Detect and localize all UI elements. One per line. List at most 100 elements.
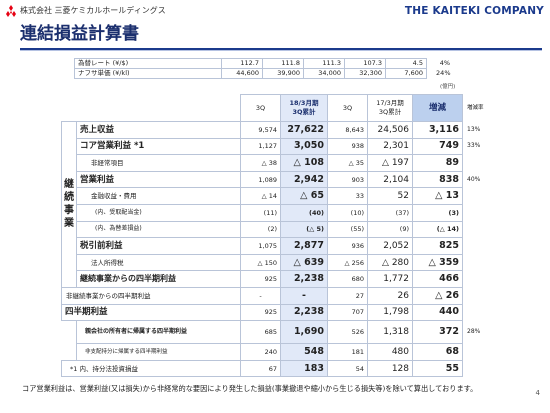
header-row: 3Q 18/3月期 3Q累計 3Q 17/3月期 3Q累計 増減 増減率	[62, 94, 495, 122]
col-header-q: 3Q	[240, 94, 281, 122]
col-header-diff: 増減	[412, 94, 463, 122]
rate-value: 107.3	[344, 58, 386, 69]
rate-value: 34,000	[303, 68, 345, 79]
table-row: 金融収益・費用 △ 14 △ 65 33 52 △ 13	[62, 187, 495, 205]
table-row: *1 内、持分法投資損益 67 183 54 128 55	[61, 359, 495, 378]
cell-cum: △ 108	[280, 154, 328, 172]
row-label: 非継続事業からの四半期利益	[61, 286, 241, 305]
row-label: コア営業利益 *1	[76, 137, 241, 156]
cell-prev-q: 526	[327, 320, 368, 345]
cell-prev-q: (10)	[327, 203, 368, 222]
cell-rate	[463, 344, 495, 361]
cell-diff: 89	[412, 154, 463, 172]
cell-prev-cum: 52	[367, 187, 413, 205]
table-row: コア営業利益 *1 1,127 3,050 938 2,301 749 33%	[62, 137, 495, 156]
cell-prev-q: △ 256	[327, 253, 368, 272]
cell-rate	[463, 254, 495, 271]
cell-q: 1,089	[240, 170, 281, 189]
cell-diff: △ 359	[412, 253, 463, 272]
cell-rate	[463, 271, 495, 288]
page-title: 連結損益計算書	[20, 24, 139, 44]
cell-cum: 3,050	[280, 137, 328, 156]
cell-prev-q: 936	[327, 237, 368, 255]
cell-prev-cum: 1,798	[367, 303, 413, 322]
cell-prev-q: (55)	[327, 220, 368, 239]
table-row: (内、為替差損益) (2) (△ 5) (55) (9) (△ 14)	[62, 220, 495, 239]
row-label: 営業利益	[76, 170, 241, 189]
cell-rate	[463, 188, 495, 205]
company-name: 株式会社 三菱ケミカルホールディングス	[20, 6, 166, 15]
cell-cum: 2,877	[280, 237, 328, 255]
cell-diff: 749	[412, 137, 463, 156]
cell-prev-cum: 26	[367, 286, 413, 305]
cell-rate	[463, 238, 495, 255]
cell-prev-q: 27	[327, 286, 368, 305]
cell-q: (11)	[240, 203, 281, 222]
cell-prev-cum: (9)	[367, 220, 413, 239]
cell-rate	[463, 360, 495, 377]
unit-label: (億円)	[440, 84, 456, 90]
table-row: 税引前利益 1,075 2,877 936 2,052 825	[62, 237, 495, 255]
cell-prev-cum: 2,052	[367, 237, 413, 255]
cell-q: △ 38	[240, 154, 281, 172]
row-label: 税引前利益	[76, 237, 241, 255]
cell-prev-cum: △ 280	[367, 253, 413, 272]
table-row: 営業利益 1,089 2,942 903 2,104 838 40%	[62, 170, 495, 189]
cell-q: 67	[240, 359, 281, 378]
cell-prev-cum: △ 197	[367, 154, 413, 172]
table-row: (内、受取配当金) (11) (40) (10) (37) (3)	[62, 203, 495, 222]
cell-rate: 33%	[467, 142, 481, 150]
row-label: 四半期利益	[61, 303, 241, 322]
cell-cum: △ 639	[280, 253, 328, 272]
cell-prev-cum: 128	[367, 359, 413, 378]
cell-cum: -	[280, 286, 328, 305]
footnote: コア営業利益は、営業利益(又は損失)から非経常的な要因により発生した損益(事業撤…	[22, 384, 478, 393]
cell-prev-cum: 1,318	[367, 320, 413, 345]
cell-cum: 2,238	[280, 303, 328, 322]
rate-value: 111.3	[303, 58, 345, 69]
title-divider	[20, 48, 542, 50]
rate-row-fx: 為替レート (¥/$) 112.7 111.8 111.3 107.3 4.5 …	[74, 58, 454, 69]
cell-q: 925	[240, 270, 281, 288]
cell-diff: 68	[412, 343, 463, 361]
cell-q: 1,127	[240, 137, 281, 156]
cell-diff: 838	[412, 170, 463, 189]
cell-prev-cum: (37)	[367, 203, 413, 222]
rate-value: 111.8	[262, 58, 304, 69]
table-row: 親会社の所有者に帰属する四半期利益 685 1,690 526 1,318 37…	[62, 320, 495, 345]
rate-label: 為替レート (¥/$)	[74, 58, 222, 69]
cell-cum: 27,622	[280, 121, 328, 139]
row-label: 非経常項目	[76, 154, 241, 172]
cell-q: 9,574	[240, 121, 281, 139]
rate-pct: 4%	[439, 59, 450, 67]
row-label: 非支配持分に帰属する四半期利益	[76, 343, 241, 361]
three-diamonds-icon	[4, 5, 18, 17]
cell-rate: 40%	[467, 175, 481, 183]
cell-diff: 825	[412, 237, 463, 255]
rate-pct: 24%	[436, 69, 451, 77]
cell-cum: △ 65	[280, 187, 328, 205]
cell-cum: (40)	[280, 203, 328, 222]
cell-rate: 28%	[467, 328, 481, 336]
income-statement-table: 3Q 18/3月期 3Q累計 3Q 17/3月期 3Q累計 増減 増減率 継続事業 …	[61, 94, 495, 378]
cell-q: 925	[240, 303, 281, 322]
cell-diff: 3,116	[412, 121, 463, 139]
row-label: 法人所得税	[76, 253, 241, 272]
table-row: 非継続事業からの四半期利益 - - 27 26 △ 26	[61, 286, 495, 305]
cell-cum: 548	[280, 343, 328, 361]
cell-diff: 466	[412, 270, 463, 288]
cell-prev-q: 680	[327, 270, 368, 288]
cell-q: 240	[240, 343, 281, 361]
col-header-prev-q: 3Q	[327, 94, 368, 122]
cell-diff: (3)	[412, 203, 463, 222]
top-bar: 株式会社 三菱ケミカルホールディングス THE KAITEKI COMPANY	[0, 0, 550, 22]
cell-prev-cum: 1,772	[367, 270, 413, 288]
cell-prev-q: 903	[327, 170, 368, 189]
cell-diff: △ 13	[412, 187, 463, 205]
cell-prev-q: △ 35	[327, 154, 368, 172]
col-header-rate: 増減率	[467, 105, 484, 111]
cell-cum: 183	[280, 359, 328, 378]
page-number: 4	[535, 389, 540, 397]
row-label: (内、為替差損益)	[76, 220, 241, 239]
cell-q: △ 150	[240, 253, 281, 272]
